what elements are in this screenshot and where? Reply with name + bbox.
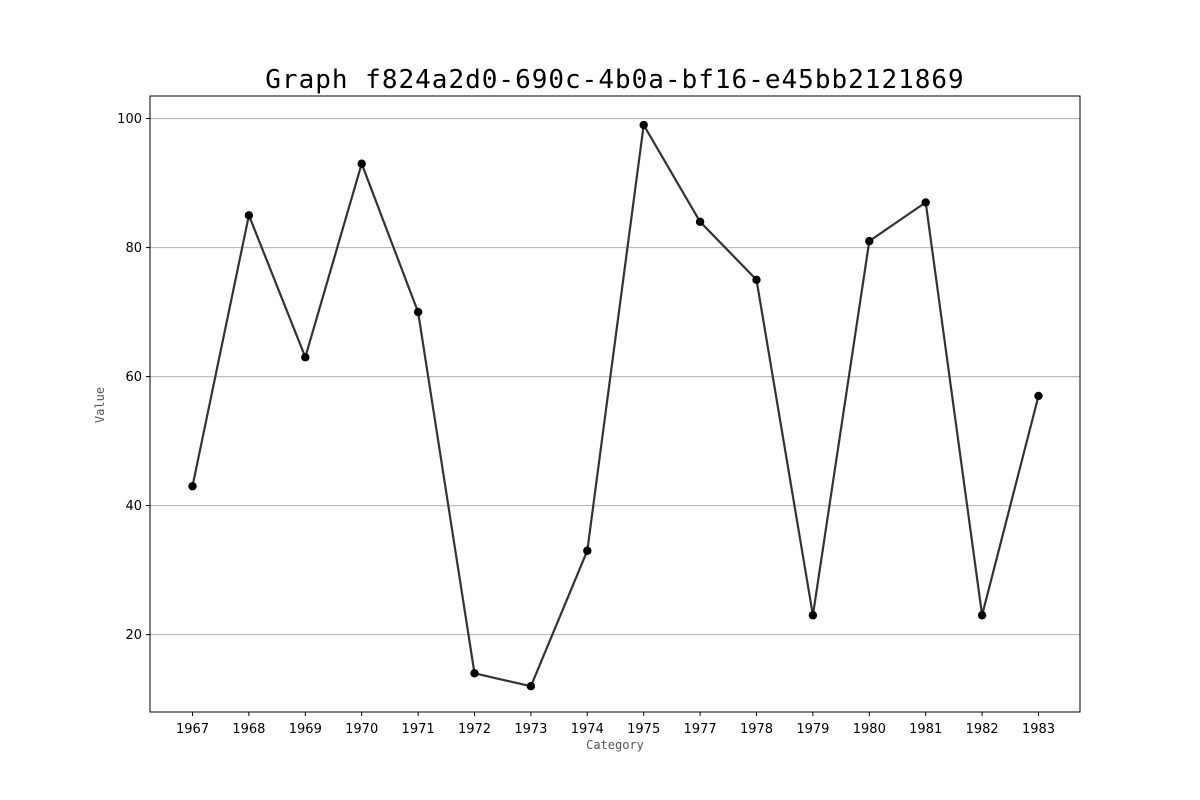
data-point <box>188 482 197 491</box>
x-tick-label: 1968 <box>232 722 265 737</box>
x-tick-label: 1970 <box>345 722 378 737</box>
data-point <box>695 217 705 226</box>
data-point <box>808 611 818 620</box>
data-point <box>752 275 761 285</box>
x-axis-ticks: 1967 1968 1969 1970 1971 1972 1973 1974 1975 1977… <box>176 712 1055 737</box>
data-point <box>301 353 310 362</box>
x-tick-label: 1973 <box>514 722 547 737</box>
data-point <box>639 120 648 130</box>
data-point <box>865 236 874 246</box>
x-tick-label: 1967 <box>176 722 209 737</box>
x-tick-label: 1981 <box>909 722 942 737</box>
x-tick-label: 1974 <box>571 722 604 737</box>
x-tick-label: 1972 <box>458 722 491 737</box>
data-point <box>357 159 366 168</box>
y-tick-label: 60 <box>125 370 142 385</box>
data-point <box>413 307 423 317</box>
x-tick-label: 1969 <box>289 722 322 737</box>
series-line <box>191 123 1040 688</box>
y-tick-label: 40 <box>125 499 142 514</box>
x-tick-label: 1975 <box>627 722 660 737</box>
plot-area-frame <box>149 95 1081 713</box>
gridlines <box>150 118 1080 636</box>
x-tick-label: 1971 <box>402 722 435 737</box>
data-point <box>1034 391 1043 401</box>
series-layer <box>188 120 1043 691</box>
data-point <box>921 198 930 207</box>
x-tick-label: 1977 <box>684 722 717 737</box>
x-tick-label: 1978 <box>740 722 773 737</box>
y-tick-label: 100 <box>117 112 142 127</box>
x-tick-label: 1980 <box>853 722 886 737</box>
x-tick-label: 1979 <box>796 722 829 737</box>
data-point <box>470 669 479 678</box>
y-tick-label: 20 <box>125 628 142 643</box>
y-tick-label: 80 <box>125 241 142 256</box>
x-tick-label: 1983 <box>1022 722 1055 737</box>
chart-title: Graph f824a2d0-690c-4b0a-bf16-e45bb21218… <box>265 65 964 95</box>
data-point <box>583 546 592 555</box>
y-axis-label: Value <box>93 387 107 423</box>
data-point <box>526 681 536 691</box>
x-axis-label: Category <box>586 738 644 752</box>
y-axis-ticks: 20 40 60 80 100 <box>117 112 150 643</box>
data-point <box>244 211 254 220</box>
x-tick-label: 1982 <box>966 722 999 737</box>
data-point <box>977 611 987 620</box>
